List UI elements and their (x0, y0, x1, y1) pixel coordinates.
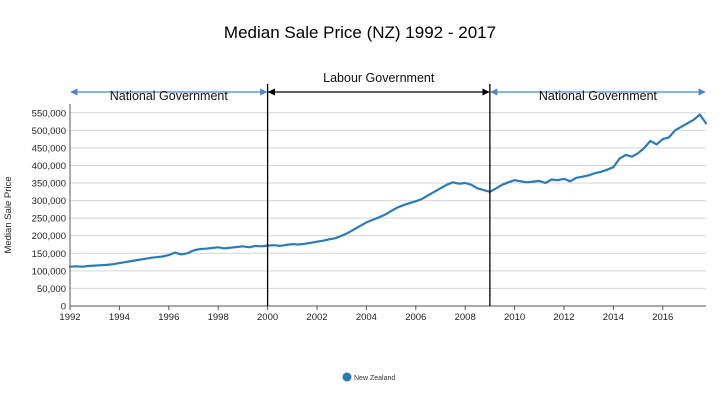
y-tick-label: 150,000 (32, 249, 66, 260)
x-tick-label: 2006 (405, 312, 426, 323)
legend-label-new-zealand: New Zealand (354, 375, 395, 382)
y-tick-label: 450,000 (32, 143, 66, 154)
x-tick-label: 1992 (59, 312, 80, 323)
x-tick-label: 2008 (455, 312, 476, 323)
government-period-annotations: National Government Labour Government Nati… (70, 71, 706, 306)
x-tick-label: 2010 (504, 312, 525, 323)
x-axis-ticks: 1992 1994 1996 1998 2000 2002 2004 2006 2008 2010… (59, 306, 673, 323)
x-tick-label: 1994 (109, 312, 130, 323)
y-tick-label: 500,000 (32, 126, 66, 137)
y-tick-label: 350,000 (32, 179, 66, 190)
series-line-new-zealand (68, 113, 708, 268)
annotation-label-0: National Government (110, 89, 229, 103)
x-tick-label: 2016 (652, 312, 673, 323)
annotation-label-2: National Government (539, 89, 658, 103)
legend-swatch-new-zealand (342, 372, 352, 382)
grid-lines (69, 104, 706, 307)
y-axis-ticks: 0 50,000 100,000 150,000 200,000 250,000 300,0… (32, 108, 66, 312)
x-tick-label: 2004 (356, 312, 377, 323)
y-tick-label: 50,000 (37, 284, 66, 295)
x-tick-label: 1996 (158, 312, 179, 323)
x-tick-label: 1998 (208, 312, 229, 323)
x-tick-label: 2002 (306, 312, 327, 323)
series-layer (68, 113, 708, 268)
y-tick-label: 250,000 (32, 214, 66, 225)
y-tick-label: 400,000 (32, 161, 66, 172)
x-tick-label: 2012 (553, 312, 574, 323)
y-tick-label: 300,000 (32, 196, 66, 207)
y-tick-label: 0 (61, 302, 66, 313)
x-tick-label: 2014 (603, 312, 624, 323)
y-axis-label: Median Sale Price (3, 176, 14, 253)
y-tick-label: 550,000 (32, 108, 66, 119)
legend[interactable]: New Zealand (342, 372, 396, 383)
y-tick-label: 200,000 (32, 231, 66, 242)
chart-title: Median Sale Price (NZ) 1992 - 2017 (224, 23, 496, 42)
x-tick-label: 2000 (257, 312, 278, 323)
annotation-label-1: Labour Government (323, 71, 435, 85)
y-tick-label: 100,000 (32, 266, 66, 277)
